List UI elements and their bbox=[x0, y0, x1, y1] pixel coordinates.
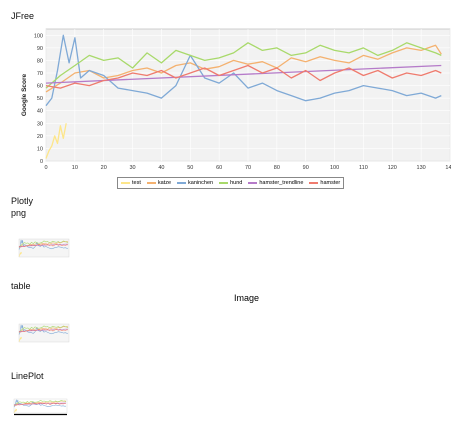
mini-series-line bbox=[18, 243, 69, 248]
y-tick-label: 80 bbox=[37, 58, 43, 64]
legend-item-hamster: hamster bbox=[309, 180, 340, 186]
legend-swatch bbox=[219, 182, 229, 184]
legend-swatch bbox=[177, 182, 187, 184]
y-tick-label: 100 bbox=[34, 33, 43, 39]
legend-item-hamster-trendline: hamster_trendline bbox=[248, 180, 303, 186]
legend-swatch bbox=[146, 182, 156, 184]
mini-series-line bbox=[18, 324, 69, 335]
table-chart-thumbnail bbox=[13, 319, 71, 347]
mini-series-line bbox=[13, 402, 67, 406]
x-tick-label: 140 bbox=[445, 165, 451, 171]
mini-series-line bbox=[13, 399, 66, 408]
mini-plot-area bbox=[18, 238, 70, 258]
y-tick-label: 0 bbox=[40, 159, 43, 165]
x-tick-label: 60 bbox=[216, 165, 222, 171]
section-label-table: table bbox=[11, 281, 31, 291]
mini-series-line bbox=[18, 325, 69, 333]
mini-plot-area bbox=[18, 323, 70, 343]
jfree-chart-panel: 0 10 20 30 40 50 60 70 80 90 100 110 120 130 140 0 10 20 3… bbox=[19, 23, 451, 190]
lineplot-mini-chart bbox=[13, 398, 68, 416]
png-chart-thumbnail bbox=[13, 234, 71, 262]
y-tick-label: 20 bbox=[37, 134, 43, 140]
legend-label: hamster bbox=[320, 180, 341, 186]
x-tick-label: 50 bbox=[187, 165, 193, 171]
legend-swatch bbox=[309, 182, 319, 184]
mini-series-line bbox=[18, 251, 22, 257]
section-label-png: png bbox=[11, 208, 27, 218]
mini-series-line bbox=[13, 400, 67, 406]
series-line-hamster bbox=[45, 64, 442, 89]
x-tick-label: 120 bbox=[388, 165, 397, 171]
x-tick-label: 10 bbox=[72, 165, 78, 171]
mini-series-line bbox=[13, 408, 17, 413]
y-tick-label: 60 bbox=[37, 84, 43, 90]
y-tick-label: 40 bbox=[37, 109, 43, 115]
legend-label: katze bbox=[157, 180, 172, 186]
y-tick-label: 10 bbox=[37, 146, 43, 152]
legend-swatch bbox=[121, 182, 130, 184]
y-tick-label: 30 bbox=[37, 121, 43, 127]
x-tick-label: 30 bbox=[130, 165, 136, 171]
line-chart: 0 10 20 30 40 50 60 70 80 90 100 110 120 130 140 0 10 20 3… bbox=[21, 28, 451, 171]
y-tick-label: 50 bbox=[37, 96, 43, 102]
legend-item-katze: katze bbox=[146, 180, 172, 186]
x-tick-label: 80 bbox=[274, 165, 280, 171]
legend-item-test: test bbox=[121, 180, 141, 186]
lineplot-chart-thumbnail bbox=[13, 396, 69, 416]
image-column-header: Image bbox=[234, 293, 260, 303]
legend-label: hund bbox=[230, 180, 243, 186]
y-tick-label: 70 bbox=[37, 71, 43, 77]
x-tick-label: 40 bbox=[158, 165, 164, 171]
legend-label: hamster_trendline bbox=[259, 180, 304, 186]
section-label-plotly: Plotly bbox=[11, 196, 34, 206]
section-label-jfree: JFree bbox=[11, 11, 35, 21]
series-line-hund bbox=[45, 42, 442, 89]
mini-series-line bbox=[18, 239, 69, 250]
legend-item-kaninchen: kaninchen bbox=[177, 180, 213, 186]
mini-series-line bbox=[18, 328, 69, 333]
x-tick-label: 0 bbox=[44, 165, 47, 171]
x-tick-label: 110 bbox=[359, 165, 368, 171]
x-tick-label: 70 bbox=[245, 165, 251, 171]
legend-label: kaninchen bbox=[188, 180, 214, 186]
x-tick-label: 20 bbox=[101, 165, 107, 171]
y-axis-title: Google Score bbox=[21, 73, 28, 116]
x-tick-label: 90 bbox=[303, 165, 309, 171]
chart-legend: test katze kaninchen hund hamster_trendline h… bbox=[117, 177, 345, 189]
legend-swatch bbox=[248, 182, 258, 184]
series-line-hamster-trendline bbox=[45, 64, 442, 84]
mini-series-line bbox=[18, 336, 22, 342]
y-tick-label: 90 bbox=[37, 46, 43, 52]
mini-series-line bbox=[18, 240, 69, 248]
series-line-test bbox=[45, 123, 67, 159]
series-line-kaninchen bbox=[45, 34, 442, 107]
x-tick-label: 130 bbox=[417, 165, 426, 171]
series-line-katze bbox=[45, 44, 442, 93]
section-label-lineplot: LinePlot bbox=[11, 371, 44, 381]
legend-label: test bbox=[132, 180, 141, 186]
legend-item-hund: hund bbox=[219, 180, 242, 186]
x-tick-label: 100 bbox=[330, 165, 339, 171]
table-mini-chart bbox=[18, 323, 70, 343]
png-mini-chart bbox=[18, 238, 70, 258]
